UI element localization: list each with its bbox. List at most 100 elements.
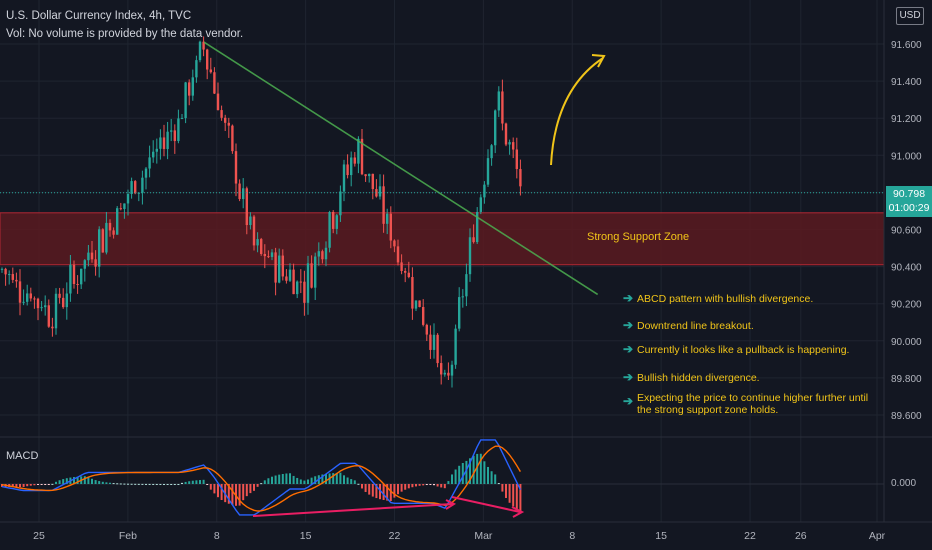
candle: [501, 79, 504, 131]
candle-body: [0, 268, 4, 270]
candle-body: [350, 157, 353, 176]
candle: [162, 124, 166, 157]
candle: [342, 159, 346, 202]
price-tick-label: 90.000: [891, 337, 922, 348]
time-tick-label: Apr: [869, 530, 886, 542]
candle: [220, 105, 223, 121]
candle: [512, 137, 515, 159]
candle: [375, 179, 378, 198]
candle-body: [83, 260, 86, 269]
macd-histogram-bar: [289, 473, 291, 484]
macd-histogram-bar: [105, 482, 108, 484]
candle-body: [447, 372, 450, 376]
candle: [26, 284, 29, 306]
candle-body: [396, 246, 400, 263]
candle-body: [101, 229, 104, 253]
candle-body: [22, 301, 25, 303]
candle-body: [206, 49, 209, 70]
candle: [407, 261, 410, 279]
candle: [321, 249, 324, 264]
candle-body: [220, 110, 223, 118]
macd-histogram-bar: [425, 484, 428, 486]
candle-body: [123, 203, 126, 209]
candle-body: [126, 194, 130, 204]
macd-histogram-bar: [451, 474, 453, 484]
candle: [411, 267, 414, 320]
macd-histogram-bar: [267, 478, 270, 484]
candle-body: [191, 77, 194, 96]
macd-histogram-bar: [379, 484, 381, 500]
candle-body: [375, 189, 378, 197]
candle: [252, 214, 256, 251]
macd-histogram-bar: [389, 484, 392, 502]
macd-histogram-bar: [1, 484, 3, 487]
candle-body: [422, 307, 425, 325]
projection-arrow-head: [591, 54, 606, 68]
candle: [36, 297, 40, 321]
macd-histogram-bar: [281, 473, 284, 484]
macd-histogram-bar: [299, 479, 302, 484]
candle-body: [490, 145, 493, 159]
candle-body: [357, 138, 360, 164]
candle-body: [515, 149, 518, 170]
macd-histogram-bar: [19, 484, 21, 488]
candle: [490, 144, 493, 166]
candle-body: [33, 298, 36, 300]
candle: [317, 242, 320, 266]
macd-histogram-bar: [22, 484, 25, 487]
candle: [335, 213, 338, 235]
candle-body: [177, 118, 180, 142]
candle-body: [472, 237, 475, 243]
macd-histogram-bar: [145, 483, 147, 485]
macd-histogram-bar: [447, 481, 450, 484]
macd-histogram-bar: [343, 475, 345, 484]
candle: [173, 124, 176, 154]
candle: [292, 263, 295, 295]
candle-body: [213, 72, 216, 94]
time-tick-label: 8: [214, 530, 220, 542]
candle-body: [443, 372, 446, 375]
macd-histogram-bar: [353, 480, 356, 484]
candle: [209, 57, 212, 74]
arrow-right-icon: ➔: [623, 342, 634, 356]
candle-body: [360, 138, 364, 175]
macd-histogram-bar: [51, 483, 54, 485]
candle: [105, 211, 108, 255]
candle: [112, 227, 115, 239]
candle: [227, 117, 230, 138]
candle-body: [314, 256, 317, 288]
macd-histogram-bar: [109, 482, 111, 484]
time-tick-label: 15: [655, 530, 667, 542]
macd-histogram-bar: [458, 465, 461, 484]
candle: [267, 250, 270, 259]
macd-histogram-bar: [123, 483, 126, 485]
macd-histogram-bar: [87, 477, 90, 484]
macd-histogram-bar: [83, 476, 86, 484]
macd-histogram-bar: [195, 480, 198, 484]
candle-body: [65, 293, 68, 308]
macd-histogram-bar: [314, 476, 317, 484]
candle: [213, 67, 216, 94]
macd-histogram-bar: [47, 484, 50, 485]
arrow-right-icon: ➔: [623, 291, 634, 305]
macd-histogram-bar: [368, 484, 371, 495]
macd-histogram-bar: [371, 484, 374, 497]
macd-histogram-bar: [335, 472, 338, 484]
macd-histogram-bar: [202, 479, 205, 484]
candle-body: [476, 211, 479, 243]
currency-badge[interactable]: USD: [896, 7, 924, 25]
macd-histogram-bar: [76, 476, 79, 484]
candle-body: [170, 130, 173, 132]
candlestick-series: [0, 36, 522, 388]
macd-histogram-bar: [101, 481, 104, 484]
candle-body: [242, 188, 245, 200]
candle: [141, 170, 144, 205]
time-tick-label: 8: [569, 530, 575, 542]
candle: [188, 79, 191, 106]
price-tick-label: 90.600: [891, 226, 922, 237]
candle-body: [292, 269, 295, 295]
candle-body: [227, 122, 230, 126]
candle: [458, 287, 461, 332]
candle: [126, 189, 130, 216]
last-price-label: 90.798 01:00:29: [886, 186, 932, 217]
